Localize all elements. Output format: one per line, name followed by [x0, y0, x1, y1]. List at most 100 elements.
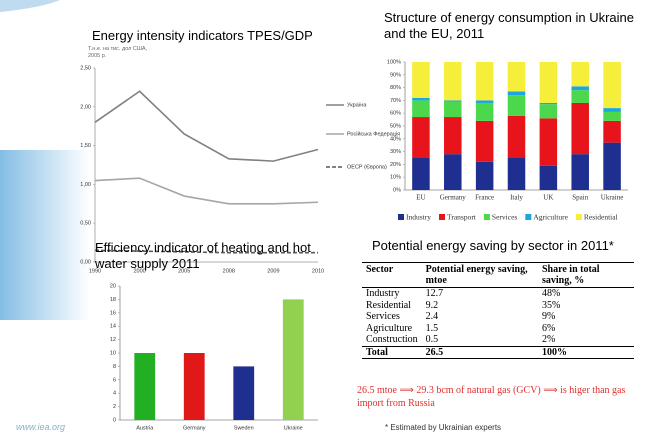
y-tick-label: 12: [110, 337, 116, 343]
y-tick-label: 0,50: [80, 221, 91, 227]
table-row: Residential 9.2 35%: [362, 300, 634, 312]
table-cell: 35%: [541, 299, 561, 311]
table-row: Agriculture 1.5 6%: [362, 323, 634, 335]
decoration: [0, 0, 60, 12]
x-tick-label: Italy: [510, 194, 523, 202]
x-tick-label: 2008: [223, 268, 235, 274]
table-title: Potential energy saving by sector in 201…: [372, 238, 614, 253]
bar-segment: [507, 91, 526, 96]
y-tick-label: 4: [113, 391, 116, 397]
table-cell: 48%: [541, 288, 561, 299]
x-tick-label: Germany: [440, 194, 467, 202]
bar-segment: [412, 117, 430, 158]
table-cell: 2%: [541, 334, 556, 345]
y-tick-label: 2,00: [80, 104, 91, 110]
bar-segment: [539, 104, 558, 119]
column-header: Share in total saving, %: [537, 262, 634, 288]
bar-segment: [412, 97, 430, 101]
table-cell: Residential: [366, 299, 411, 311]
chart-title: Energy intensity indicators TPES/GDP: [92, 28, 313, 43]
table-row: Industry 12.7 48%: [362, 288, 634, 300]
table-row: Services 2.4 9%: [362, 311, 634, 323]
bar-segment: [571, 102, 589, 155]
bar-segment: [444, 154, 462, 190]
table-cell: 2.4: [425, 311, 439, 322]
table-cell: 9%: [541, 311, 556, 322]
y-tick-label: 1,50: [80, 143, 91, 149]
legend-swatch: [483, 214, 490, 220]
y-tick-label: 100%: [387, 59, 401, 65]
total-row: Total 26.5 100%: [362, 345, 634, 359]
bar-segment: [507, 115, 526, 158]
x-tick-label: Ukraine: [284, 425, 303, 431]
table-cell: 26.5: [421, 345, 538, 359]
x-tick-label: 1990: [89, 268, 101, 274]
bar-segment: [507, 62, 526, 92]
chart-title: Structure of energy consumption in Ukrai…: [384, 10, 635, 41]
legend-label: Services: [492, 213, 517, 222]
x-tick-label: 2005: [178, 268, 190, 274]
x-tick-label: EU: [416, 194, 425, 202]
bar-segment: [571, 154, 589, 190]
y-tick-label: 2: [113, 404, 116, 410]
bar-segment: [603, 108, 621, 112]
bar-segment: [603, 142, 621, 190]
bar-segment: [603, 120, 621, 143]
y-tick-label: 0%: [393, 187, 401, 193]
legend-swatch: [525, 214, 532, 220]
bar-segment: [539, 62, 558, 103]
decoration: [0, 150, 90, 320]
y-tick-label: 30%: [390, 149, 401, 155]
legend-label: Residential: [584, 213, 618, 222]
x-tick-label: Germany: [183, 425, 206, 431]
table-cell: Total: [362, 345, 422, 359]
table-body: Industry 12.7 48% Residential 9.2 35% Services…: [362, 288, 634, 359]
bar-segment: [507, 158, 526, 190]
table-cell: 100%: [537, 345, 634, 359]
x-tick-label: UK: [543, 194, 553, 202]
footer: www.iea.org: [16, 422, 66, 432]
y-axis-label: Т.н.е. на тис. дол США, 2005 р.: [88, 46, 148, 59]
bar-segment: [475, 100, 494, 103]
legend-label: Україна: [347, 102, 367, 108]
x-tick-label: Ukraine: [601, 194, 624, 202]
bar: [134, 353, 156, 420]
bar-segment: [475, 120, 494, 162]
bar-segment: [444, 62, 462, 101]
y-tick-label: 80%: [390, 85, 401, 91]
y-tick-label: 1,00: [80, 182, 91, 188]
x-tick-label: 2009: [267, 268, 279, 274]
legend-label: Agriculture: [533, 213, 568, 222]
legend-label: Російська Федерація: [347, 130, 400, 137]
table-header: Sector Potential energy saving, mtoe Share…: [362, 262, 634, 288]
y-tick-label: 70%: [390, 98, 401, 104]
table-cell: Industry: [366, 288, 400, 299]
table-cell: 9.2: [425, 299, 439, 311]
line-series: [94, 177, 319, 205]
y-tick-label: 90%: [390, 72, 401, 78]
y-tick-label: 20%: [390, 162, 401, 168]
x-tick-label: France: [475, 194, 494, 202]
bar-segment: [539, 118, 558, 166]
note: 26.5 mtoe ⟹ 29.3 bcm of natural gas (GCV…: [357, 385, 626, 409]
y-tick-label: 50%: [390, 123, 401, 129]
table-cell: Agriculture: [366, 322, 413, 334]
y-tick-label: 20: [110, 283, 116, 289]
bar-segment: [412, 158, 430, 190]
x-tick-label: Austria: [136, 425, 154, 431]
table-row: Construction 0.5 2%: [362, 334, 634, 346]
y-tick-label: 60%: [390, 111, 401, 117]
bar-segment: [539, 102, 558, 105]
table-cell: 0.5: [425, 334, 439, 345]
table-cell: 6%: [541, 322, 556, 334]
legend-swatch: [575, 214, 582, 220]
y-tick-label: 10%: [390, 175, 401, 181]
footnote: * Estimated by Ukrainian experts: [385, 423, 502, 432]
legend-label: Industry: [406, 213, 431, 222]
legend-label: ОЕСР (Європа): [347, 164, 387, 170]
y-tick-label: 0,00: [80, 259, 91, 265]
x-tick-label: Spain: [572, 194, 588, 202]
y-tick-label: 2,50: [80, 65, 91, 71]
table-cell: 12.7: [425, 288, 444, 299]
bar-segment: [603, 62, 621, 109]
